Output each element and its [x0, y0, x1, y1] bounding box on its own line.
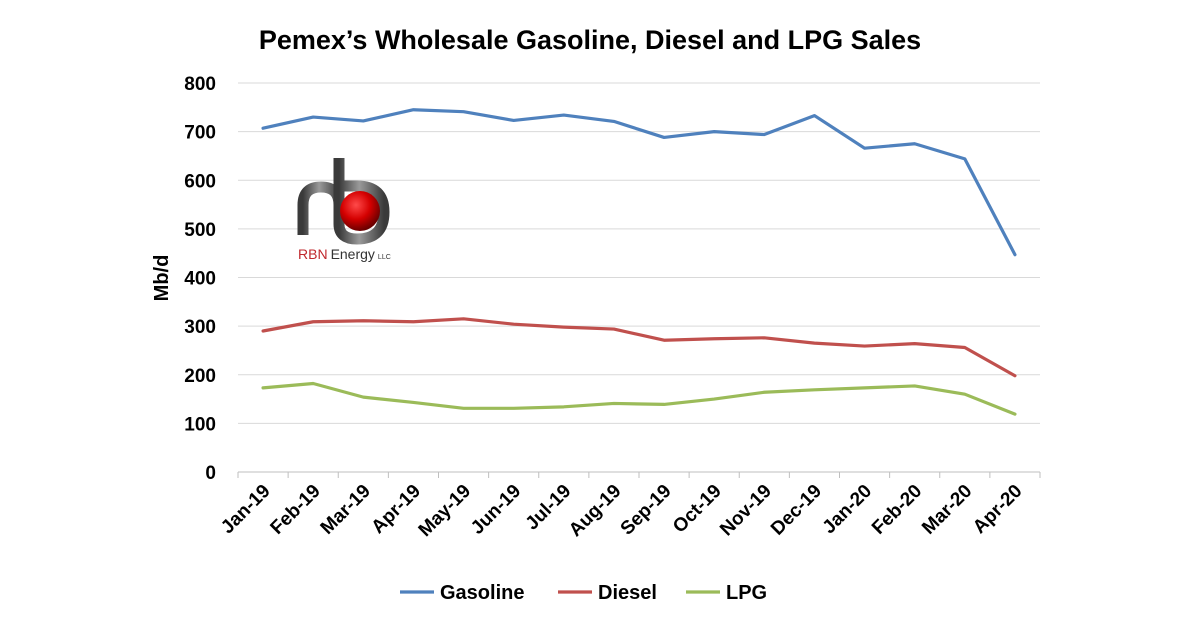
- logo-pipe-right: [333, 158, 390, 245]
- x-tick-label: Sep-19: [617, 481, 676, 540]
- y-tick-label: 200: [184, 366, 216, 387]
- x-tick-label: Nov-19: [716, 481, 776, 541]
- legend-entry-gasoline: Gasoline: [400, 582, 524, 604]
- series-line-lpg: [261, 381, 1017, 416]
- x-tick-label: Mar-19: [317, 481, 375, 539]
- legend-label: Gasoline: [440, 582, 524, 604]
- x-tick-label: Jun-19: [467, 481, 525, 539]
- series-line-diesel: [261, 317, 1017, 378]
- y-tick-label: 300: [184, 317, 216, 338]
- series-line-gasoline: [261, 108, 1017, 257]
- legend-entry-diesel: Diesel: [558, 582, 657, 604]
- y-tick-label: 400: [184, 269, 216, 290]
- x-tick-label: Aug-19: [565, 481, 625, 541]
- logo-text: RBN Energy LLC: [298, 246, 391, 262]
- x-tick-label: Apr-19: [368, 481, 425, 538]
- y-tick-label: 0: [205, 463, 216, 484]
- y-tick-label: 800: [184, 74, 216, 95]
- y-tick-label: 700: [184, 123, 216, 144]
- x-tick-label: Apr-20: [969, 481, 1026, 538]
- x-tick-label: Feb-19: [267, 481, 325, 539]
- y-tick-label: 600: [184, 171, 216, 192]
- x-tick-label: May-19: [415, 481, 475, 541]
- legend: Gasoline Diesel LPG: [400, 582, 767, 604]
- y-axis-ticks: 0 100 200 300 400 500 600 700 800: [184, 74, 216, 484]
- x-tick-label: Jan-20: [819, 481, 876, 538]
- x-axis-ticks: Jan-19Feb-19Mar-19Apr-19May-19Jun-19Jul-…: [217, 481, 1026, 541]
- x-tick-label: Dec-19: [767, 481, 826, 540]
- x-tick-label: Feb-20: [868, 481, 926, 539]
- x-tick-label: Oct-19: [669, 481, 726, 538]
- gridlines: [238, 82, 1040, 424]
- x-tick-label: Jan-19: [217, 481, 274, 538]
- rbn-logo: RBN Energy LLC: [297, 158, 391, 262]
- logo-ball: [340, 191, 380, 231]
- legend-label: LPG: [726, 582, 767, 604]
- legend-entry-lpg: LPG: [686, 582, 767, 604]
- series-lines: [261, 108, 1017, 416]
- x-tick-label: Mar-20: [918, 481, 976, 539]
- y-axis-label: Mb/d: [151, 255, 173, 302]
- chart-title: Pemex’s Wholesale Gasoline, Diesel and L…: [259, 25, 921, 55]
- legend-label: Diesel: [598, 582, 657, 604]
- y-tick-label: 500: [184, 220, 216, 241]
- y-tick-label: 100: [184, 414, 216, 435]
- x-axis: [237, 471, 1041, 478]
